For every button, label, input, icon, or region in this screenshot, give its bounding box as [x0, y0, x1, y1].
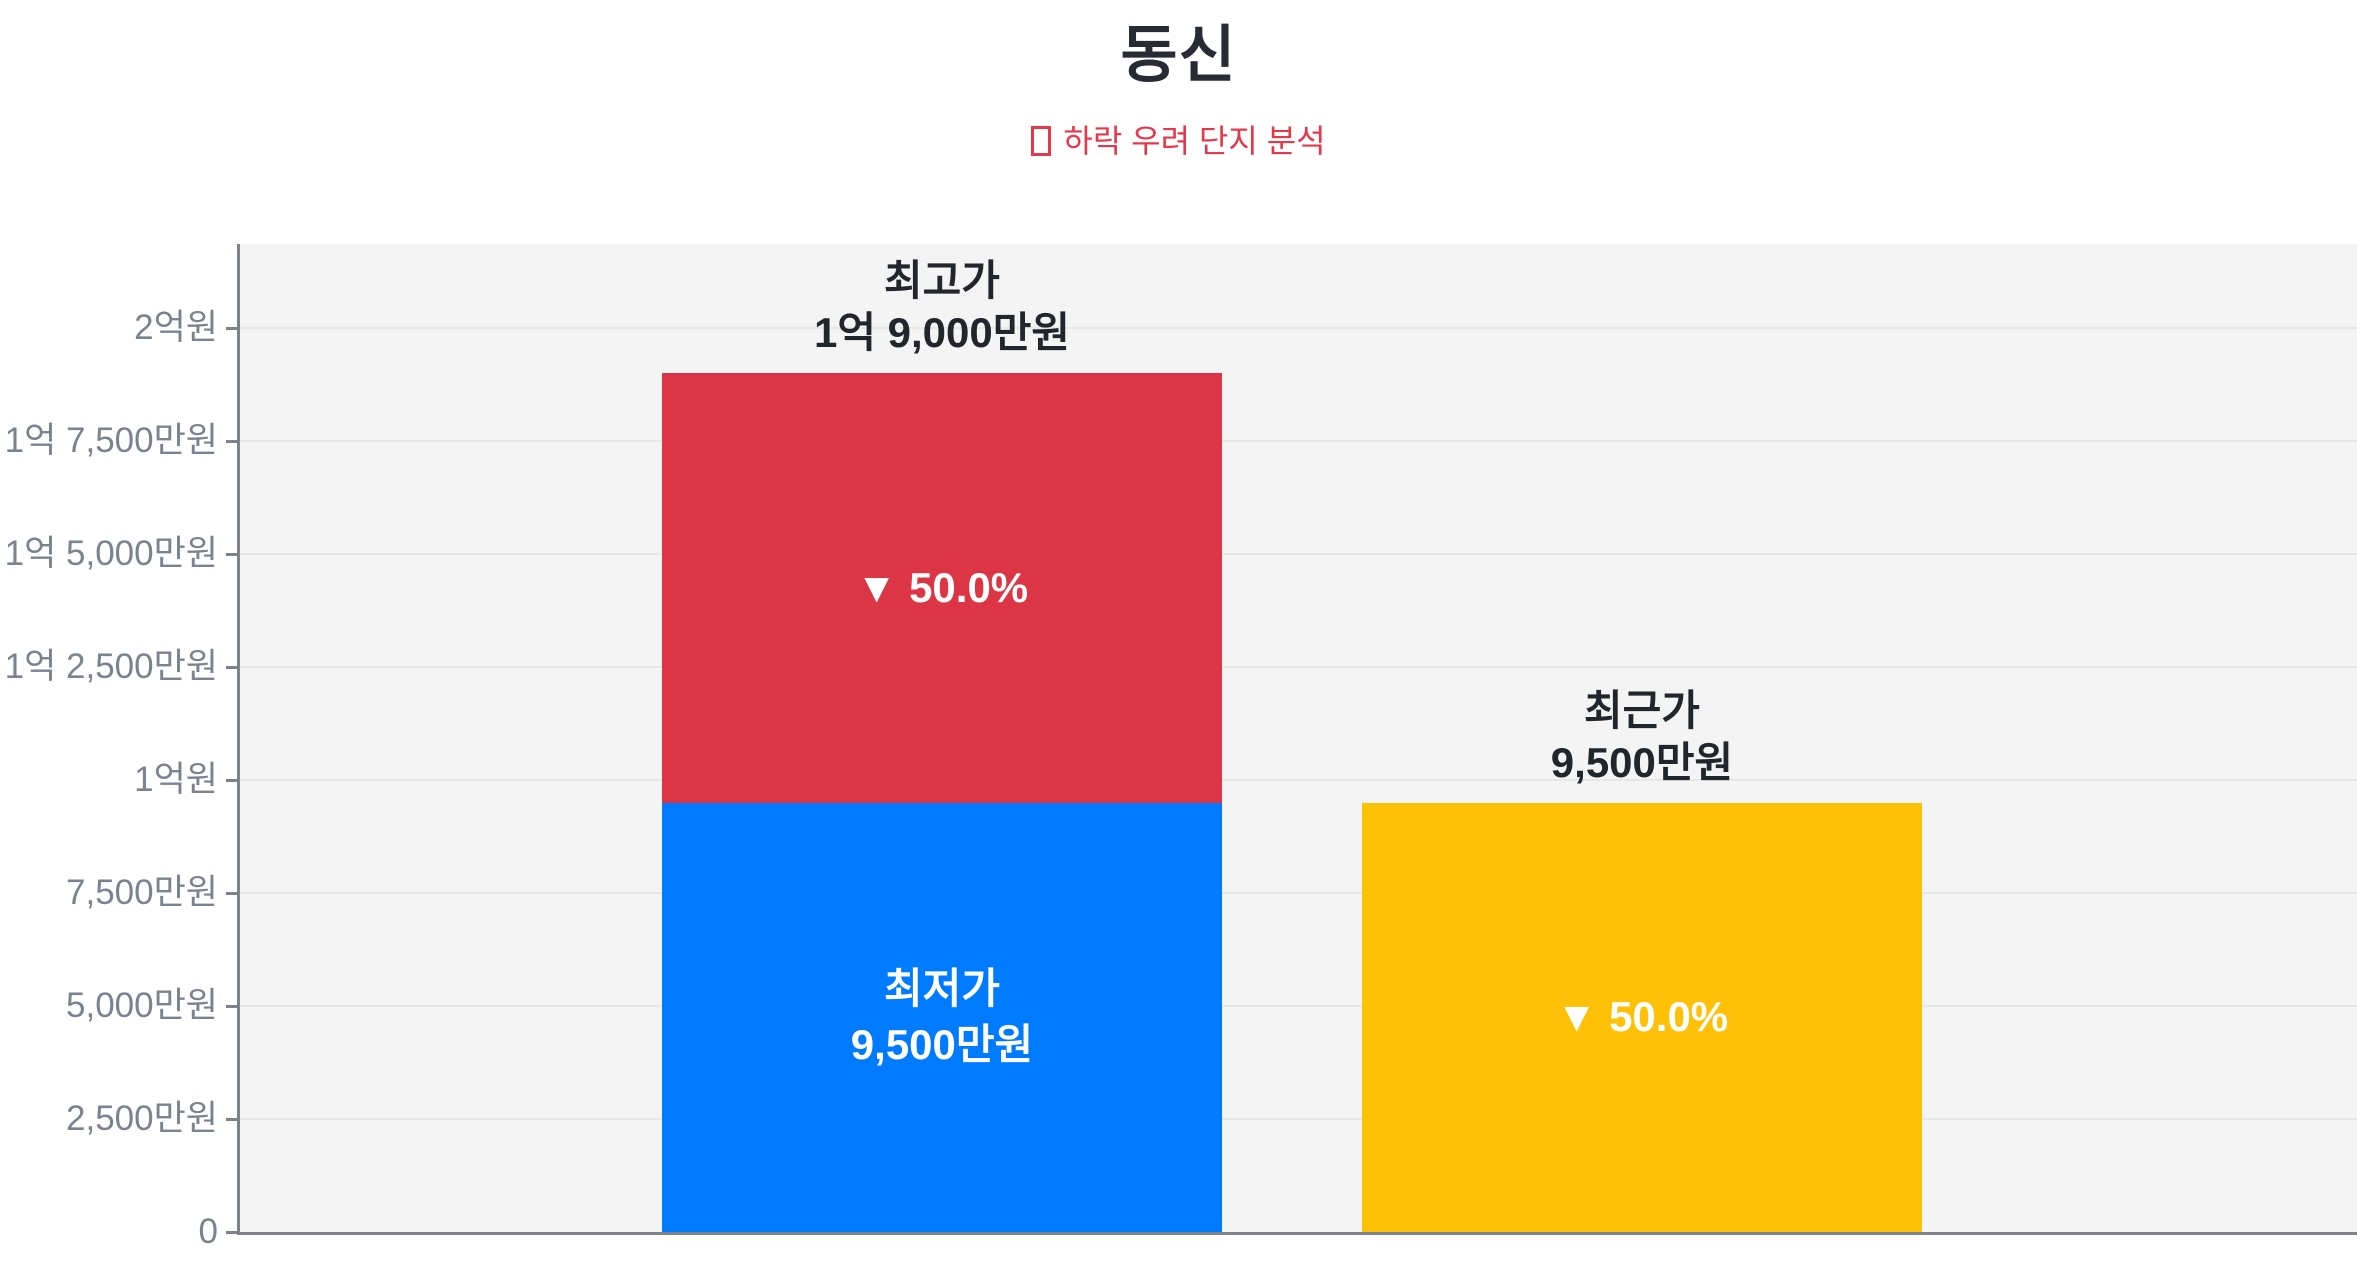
outlined-square-icon — [1031, 126, 1052, 156]
y-tick-mark — [226, 1118, 240, 1121]
bar-top-label-price-history: 최고가 1억 9,000만원 — [662, 255, 1222, 359]
x-axis-line — [237, 1232, 2357, 1235]
bar-top-label-line: 1억 9,000만원 — [813, 309, 1071, 357]
bar-segment-recent-price: ▼ 50.0% — [1362, 802, 1922, 1232]
y-tick-mark — [226, 1005, 240, 1009]
gridline — [240, 779, 2357, 782]
bar-recent-price: ▼ 50.0% — [1362, 802, 1922, 1232]
y-tick-mark — [226, 666, 240, 670]
gridline — [240, 440, 2357, 443]
y-tick-label: 2,500만원 — [66, 1099, 218, 1138]
bar-segment-label: 최저가 — [884, 965, 1000, 1013]
bar-segment-label: 9,500만원 — [850, 1021, 1034, 1069]
y-tick-mark — [226, 327, 240, 331]
y-tick-mark — [226, 553, 240, 557]
bar-segment-drop-range: ▼ 50.0% — [662, 373, 1222, 803]
bar-segment-label: ▼ 50.0% — [1555, 993, 1729, 1041]
bar-top-label-line: 최근가 — [1584, 686, 1700, 734]
bar-segment-lowest-price: 최저가 9,500만원 — [662, 802, 1222, 1232]
bar-price-history: 최저가 9,500만원 ▼ 50.0% — [662, 373, 1222, 1232]
chart-subtitle-text: 하락 우려 단지 분석 — [1063, 123, 1326, 159]
y-tick-label: 7,500만원 — [66, 873, 218, 913]
y-tick-label: 5,000만원 — [66, 986, 218, 1026]
gridline — [240, 553, 2357, 556]
y-tick-mark — [226, 892, 240, 896]
y-tick-mark — [226, 779, 240, 783]
gridline — [240, 666, 2357, 669]
gridline — [240, 1005, 2357, 1008]
y-tick-label: 1억 5,000만원 — [4, 534, 218, 574]
y-tick-mark — [226, 1231, 240, 1234]
plot-area — [240, 244, 2357, 1232]
y-axis-line — [237, 244, 240, 1235]
bar-segment-label: ▼ 50.0% — [855, 563, 1029, 611]
y-tick-label: 0 — [198, 1212, 218, 1251]
y-tick-label: 1억 7,500만원 — [4, 421, 218, 461]
page-title: 동신 — [1120, 21, 1237, 90]
chart-subtitle: 하락 우려 단지 분석 — [0, 116, 2357, 162]
bar-top-label-line: 9,500만원 — [1550, 738, 1734, 786]
y-tick-mark — [226, 440, 240, 444]
bar-top-label-line: 최고가 — [884, 257, 1000, 305]
gridline — [240, 327, 2357, 330]
y-tick-label: 1억 2,500만원 — [4, 647, 218, 687]
gridline — [240, 1118, 2357, 1120]
y-tick-label: 2억원 — [134, 308, 218, 348]
y-tick-label: 1억원 — [134, 760, 218, 800]
gridline — [240, 892, 2357, 895]
bar-top-label-recent-price: 최근가 9,500만원 — [1362, 685, 1922, 789]
